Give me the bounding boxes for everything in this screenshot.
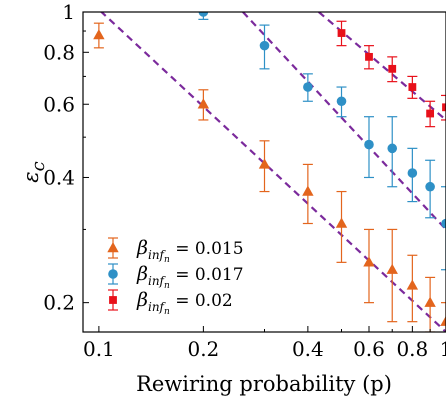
x-tick-label: 0.6: [353, 337, 385, 361]
data-point-marker: [107, 242, 119, 253]
data-point: [386, 228, 398, 323]
data-point: [336, 86, 347, 118]
data-point-marker: [441, 218, 446, 229]
data-point-marker: [440, 315, 446, 326]
data-point-marker: [337, 29, 346, 37]
x-tick-label: 0.4: [292, 337, 324, 361]
legend-entry: βinfn = 0.015: [107, 237, 244, 265]
data-point: [387, 116, 398, 188]
data-point-marker: [303, 82, 313, 92]
data-point: [387, 56, 398, 83]
data-point: [363, 116, 374, 179]
data-point: [407, 147, 418, 203]
data-point: [335, 190, 348, 263]
data-point-marker: [424, 296, 436, 307]
legend-entry: βinfn = 0.017: [108, 263, 244, 291]
legend-entry: βinfn = 0.02: [108, 289, 233, 317]
x-axis-label: Rewiring probability (p): [136, 372, 392, 396]
data-points: [93, 12, 446, 332]
data-point-marker: [442, 103, 446, 112]
data-point-marker: [109, 296, 117, 304]
axes: 0.1 0.2 0.4 0.6 0.8 1 0.2 0.4 0.6 0.8 1: [43, 0, 446, 361]
x-tick-label: 1: [440, 337, 446, 361]
data-point: [441, 186, 446, 271]
data-point: [363, 228, 375, 304]
legend-label: βinfn = 0.015: [136, 237, 244, 265]
y-tick-label: 0.2: [43, 291, 75, 315]
legend-label: βinfn = 0.02: [136, 289, 233, 317]
fit-line: [99, 12, 446, 332]
y-tick-label: 0.4: [43, 165, 75, 189]
data-point: [259, 24, 270, 70]
data-point: [197, 89, 210, 121]
data-point-marker: [363, 256, 375, 267]
data-point-marker: [336, 96, 347, 107]
data-point-marker: [388, 64, 397, 73]
x-tick-label: 0.8: [396, 337, 428, 361]
legend-label: βinfn = 0.017: [136, 263, 244, 291]
data-point: [258, 140, 271, 193]
data-point-marker: [408, 83, 417, 91]
data-point: [406, 254, 419, 323]
x-tick-label: 0.2: [187, 337, 219, 361]
data-point-marker: [407, 168, 418, 178]
data-point-marker: [259, 40, 270, 51]
data-point-marker: [426, 109, 435, 118]
data-point-marker: [364, 139, 374, 150]
data-point: [363, 45, 374, 70]
data-point: [425, 159, 436, 219]
data-point-marker: [425, 181, 435, 192]
data-point-marker: [406, 279, 419, 290]
data-point-marker: [258, 158, 271, 169]
data-point-marker: [302, 185, 314, 196]
y-tick-label: 0.6: [43, 92, 75, 116]
fit-line: [242, 12, 446, 231]
data-point-marker: [197, 98, 210, 109]
data-point: [440, 302, 446, 332]
data-point: [441, 94, 446, 121]
data-point-marker: [387, 143, 398, 154]
y-tick-label: 0.8: [43, 40, 75, 64]
data-point-marker: [386, 263, 398, 274]
data-point-marker: [93, 29, 105, 40]
y-tick-label: 1: [62, 0, 75, 24]
data-point-marker: [335, 217, 348, 228]
x-tick-label: 0.1: [83, 337, 115, 361]
data-point: [336, 20, 347, 47]
data-point: [302, 73, 313, 102]
data-point: [93, 22, 105, 49]
data-point-marker: [198, 12, 209, 17]
data-point-marker: [365, 52, 373, 61]
data-point: [407, 75, 418, 99]
data-point-marker: [108, 269, 118, 279]
data-point: [302, 163, 314, 225]
data-point: [424, 276, 436, 332]
y-axis-label: εc: [19, 161, 49, 182]
data-point: [425, 100, 436, 128]
